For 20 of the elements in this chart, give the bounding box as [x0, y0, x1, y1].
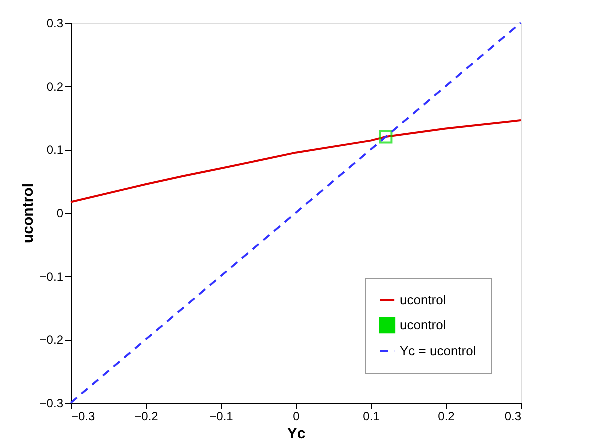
legend-label: Yc = ucontrol [400, 344, 476, 358]
y-tick-label: −0.1 [40, 270, 64, 284]
x-tick-label: −0.1 [210, 410, 234, 424]
y-tick-label: 0 [56, 206, 64, 220]
y-tick-label: −0.2 [40, 333, 64, 348]
x-tick-label: 0.2 [438, 410, 456, 424]
y-tick-label: 0.2 [46, 80, 64, 94]
x-tick-label: 0.1 [363, 410, 380, 424]
legend-label: ucontrol [400, 292, 446, 308]
legend-label: ucontrol [400, 318, 446, 332]
x-tick-label: 0 [293, 410, 300, 424]
y-axis-title: ucontrol [20, 184, 37, 244]
x-tick-label: 0.3 [504, 410, 522, 424]
x-tick-label: −0.3 [72, 410, 96, 424]
y-tick-label: −0.3 [40, 396, 64, 410]
line-series [70, 120, 522, 204]
x-tick-label: −0.2 [134, 410, 159, 424]
y-tick-label: 0.1 [46, 143, 64, 158]
x-axis-title: Yc [287, 426, 306, 442]
y-tick-label: 0.3 [46, 16, 64, 30]
